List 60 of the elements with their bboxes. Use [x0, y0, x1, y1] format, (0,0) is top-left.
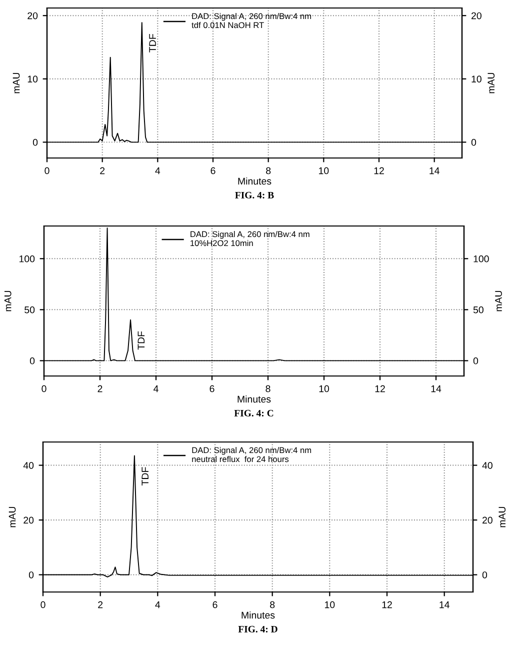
y2-tick-label: 0: [473, 357, 478, 364]
annotation: TDF: [142, 467, 148, 486]
y-tick-label: 0: [28, 571, 34, 578]
y2-tick-label: 20: [482, 516, 492, 524]
x-tick-label: 2: [98, 601, 103, 608]
x-tick-label: 10: [319, 167, 329, 174]
annotation: TDF: [138, 331, 145, 350]
x-tick-label: 2: [100, 167, 105, 174]
y-tick-label: 50: [24, 306, 35, 314]
x-tick-label: 14: [430, 167, 440, 174]
caption: FIG. 4: D: [238, 626, 278, 632]
y2-tick-label: 0: [482, 571, 488, 578]
x-tick-label: 4: [155, 167, 160, 174]
y-tick-label: 10: [28, 76, 38, 83]
caption: FIG. 4: B: [235, 192, 274, 198]
legend-label: DAD: Signal A, 260 nm/Bw:4 nm 10%H2O2 10min: [190, 231, 310, 246]
x-tick-label: 4: [155, 601, 160, 608]
y-tick-label: 0: [32, 138, 38, 146]
x-tick-label: 12: [375, 385, 385, 392]
y2-axis-title: mAU: [498, 506, 506, 528]
x-tick-label: 4: [154, 385, 158, 392]
x-axis-title: Minutes: [238, 395, 271, 403]
y-tick-label: 100: [19, 255, 35, 262]
x-tick-label: 8: [266, 167, 271, 174]
legend-label: DAD: Signal A, 260 nm/Bw:4 nm tdf 0.01N NaOH RT: [192, 13, 311, 28]
x-tick-label: 10: [325, 601, 335, 608]
y2-tick-label: 20: [472, 12, 482, 20]
x-tick-label: 8: [270, 601, 275, 608]
x-tick-label: 12: [374, 167, 384, 174]
x-tick-label: 2: [98, 385, 102, 392]
x-tick-label: 8: [266, 385, 270, 392]
x-axis-title: Minutes: [238, 177, 272, 185]
y2-tick-label: 100: [474, 255, 489, 262]
x-tick-label: 6: [210, 167, 216, 174]
y2-tick-label: 40: [482, 462, 492, 469]
y-axis-title: mAU: [12, 72, 20, 94]
x-tick-label: 6: [212, 601, 218, 608]
caption: FIG. 4: C: [234, 410, 274, 416]
x-tick-label: 6: [210, 385, 214, 392]
y-tick-label: 20: [24, 516, 34, 524]
y2-axis-title: mAU: [488, 72, 495, 94]
y2-tick-label: 10: [472, 76, 482, 83]
y-tick-label: 40: [23, 462, 34, 469]
y-axis-title: mAU: [8, 506, 16, 528]
y-tick-label: 20: [28, 12, 38, 20]
x-tick-label: 12: [382, 601, 392, 608]
y2-tick-label: 50: [473, 306, 484, 314]
y-tick-label: 0: [30, 357, 35, 364]
y-axis-title: mAU: [4, 290, 12, 312]
x-tick-label: 0: [44, 167, 50, 174]
legend-label: DAD: Signal A, 260 nm/Bw:4 nm neutral reflux for 24 hours: [192, 447, 312, 462]
annotation: TDF: [149, 34, 156, 52]
x-tick-label: 0: [42, 385, 46, 392]
y2-axis-title: mAU: [495, 290, 502, 312]
x-tick-label: 0: [40, 601, 46, 608]
x-tick-label: 14: [431, 385, 442, 392]
x-tick-label: 14: [440, 601, 450, 608]
x-axis-title: Minutes: [242, 611, 275, 619]
y2-tick-label: 0: [471, 138, 476, 146]
x-tick-label: 10: [319, 385, 330, 392]
